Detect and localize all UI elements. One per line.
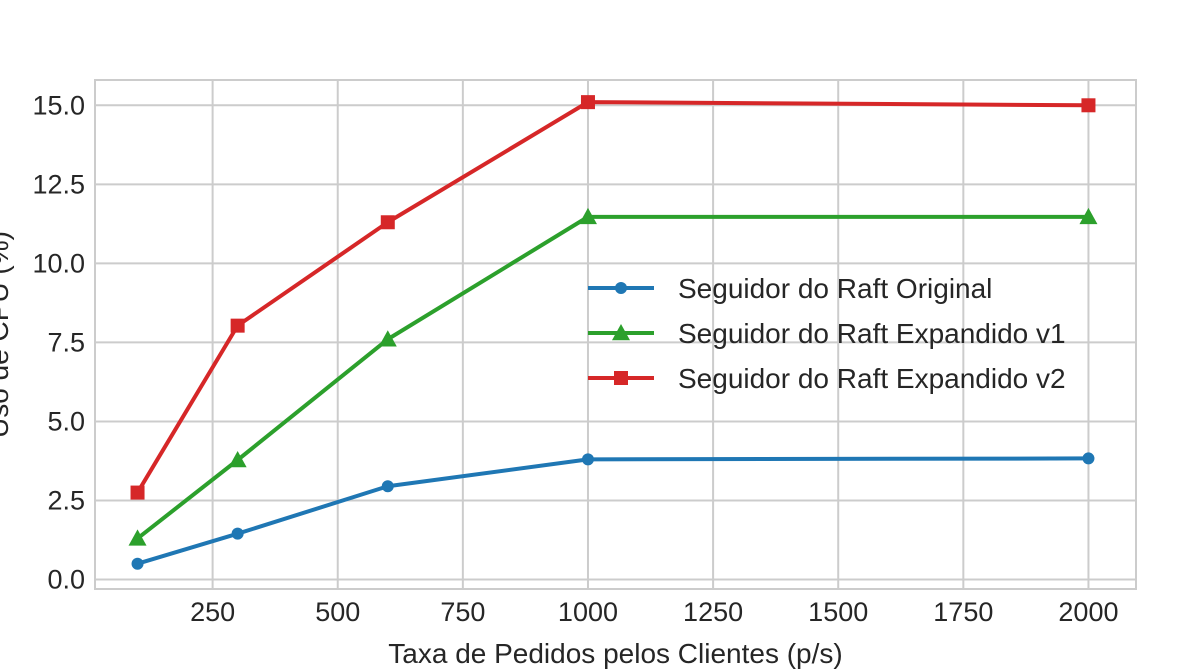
data-point [130,485,145,500]
x-axis: 250 500 750 1000 1250 1500 1750 2000 [190,597,1118,627]
x-tick-label: 1250 [683,597,743,627]
x-tick-label: 1750 [933,597,993,627]
y-tick-label: 12.5 [32,169,85,199]
legend-marker [614,371,628,385]
data-point [230,318,245,333]
series-1 [131,452,1095,570]
legend-entry: Seguidor do Raft Expandido v1 [588,318,1066,349]
legend-entry: Seguidor do Raft Original [588,273,992,304]
y-tick-label: 7.5 [47,327,85,357]
legend-label: Seguidor do Raft Expandido v2 [678,363,1066,394]
y-tick-label: 10.0 [32,248,85,278]
data-point [128,529,147,546]
legend-marker [615,282,627,294]
x-tick-label: 500 [315,597,360,627]
y-axis: 0.0 2.5 5.0 7.5 10.0 12.5 15.0 [32,90,85,594]
x-tick-label: 1000 [558,597,618,627]
data-point [1079,207,1098,225]
x-axis-label: Taxa de Pedidos pelos Clientes (p/s) [388,638,842,669]
x-tick-label: 250 [190,597,235,627]
data-point [581,453,594,466]
data-point [1082,452,1095,465]
series-3 [130,95,1096,500]
y-tick-label: 2.5 [47,485,85,515]
y-tick-label: 0.0 [47,565,85,595]
series-2 [128,207,1098,546]
data-point [381,480,394,493]
data-point [1081,98,1096,113]
data-point [378,330,397,347]
x-tick-label: 750 [440,597,485,627]
y-tick-label: 5.0 [47,406,85,436]
data-point [580,95,595,110]
legend: Seguidor do Raft Original Seguidor do Raf… [588,273,1066,394]
x-tick-label: 1500 [808,597,868,627]
data-point [578,207,597,225]
legend-label: Seguidor do Raft Original [678,273,992,304]
y-tick-label: 15.0 [32,90,85,120]
y-axis-label: Uso de CPU (%) [0,231,14,438]
plot-frame [94,79,1137,590]
data-point [131,557,144,570]
data-point [228,451,247,468]
data-point [231,527,244,540]
grid-lines [95,80,1136,589]
legend-label: Seguidor do Raft Expandido v1 [678,318,1066,349]
series-layer [128,95,1098,570]
legend-marker [612,324,630,341]
data-point [380,215,395,230]
legend-entry: Seguidor do Raft Expandido v2 [588,363,1066,394]
series-line [136,456,1089,566]
x-tick-label: 2000 [1058,597,1118,627]
